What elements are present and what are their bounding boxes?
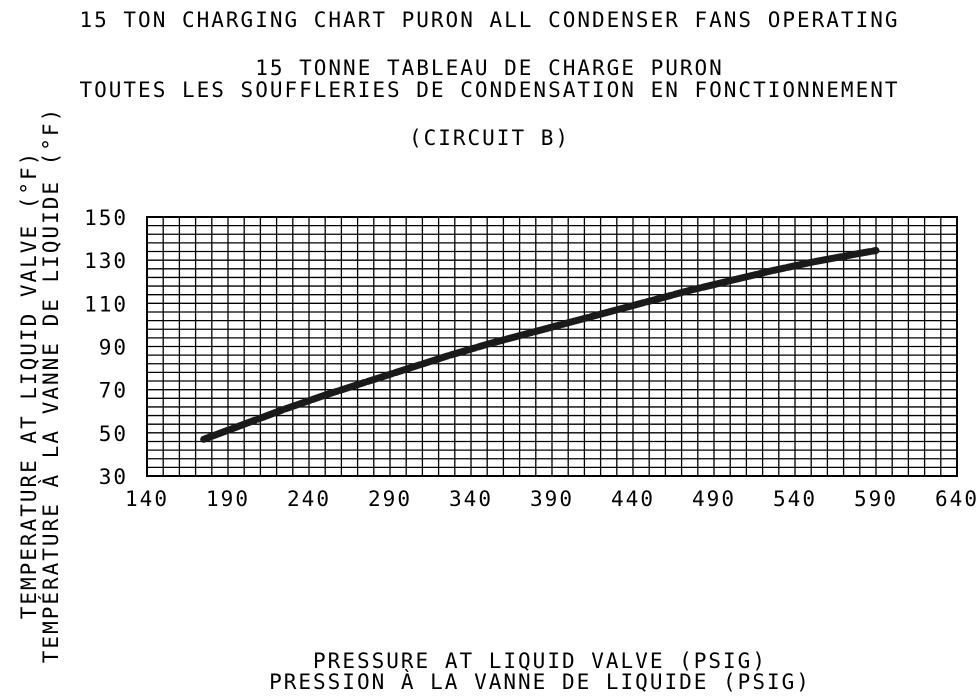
tick-labels: 140 190 240 290 340 390 440 490 540 590 640 30 50 70 9… xyxy=(84,206,979,511)
x-tick-label: 490 xyxy=(692,487,736,511)
plot-frame xyxy=(146,216,958,477)
chart-title: 15 TON CHARGING CHART PURON ALL CONDENSE… xyxy=(79,8,900,32)
chart-subtitle-circuit: (CIRCUIT B) xyxy=(408,126,571,150)
y-tick-label: 150 xyxy=(84,206,128,230)
x-tick-label: 240 xyxy=(287,487,331,511)
x-tick-label: 340 xyxy=(449,487,493,511)
y-tick-label: 110 xyxy=(84,292,128,316)
y-tick-label: 30 xyxy=(99,465,128,489)
y-tick-label: 90 xyxy=(99,336,128,360)
chart-subtitle-1: 15 TONNE TABLEAU DE CHARGE PURON xyxy=(255,56,724,80)
y-axis-label: TEMPERATURE AT LIQUID VALVE (°F) xyxy=(17,151,41,620)
data-series xyxy=(200,247,880,443)
x-tick-label: 590 xyxy=(854,487,898,511)
axis-labels: PRESSURE AT LIQUID VALVE (PSIG)PRESSION … xyxy=(17,107,811,694)
y-tick-label: 130 xyxy=(84,249,128,273)
y-axis-label: TEMPÉRATURE À LA VANNE DE LIQUIDE (°F) xyxy=(38,107,63,663)
x-tick-label: 190 xyxy=(206,487,250,511)
x-tick-label: 640 xyxy=(935,487,979,511)
x-tick-label: 140 xyxy=(125,487,169,511)
y-tick-label: 70 xyxy=(99,379,128,403)
x-tick-label: 440 xyxy=(611,487,655,511)
x-tick-label: 390 xyxy=(530,487,574,511)
x-axis-label: PRESSURE AT LIQUID VALVE (PSIG) xyxy=(313,649,767,673)
y-tick-label: 50 xyxy=(99,422,128,446)
series-line xyxy=(200,247,880,443)
x-tick-label: 290 xyxy=(368,487,412,511)
x-tick-label: 540 xyxy=(773,487,817,511)
chart-subtitle-2: TOUTES LES SOUFFLERIES DE CONDENSATION E… xyxy=(79,78,900,102)
x-axis-label: PRESSION À LA VANNE DE LIQUIDE (PSIG) xyxy=(269,669,811,694)
